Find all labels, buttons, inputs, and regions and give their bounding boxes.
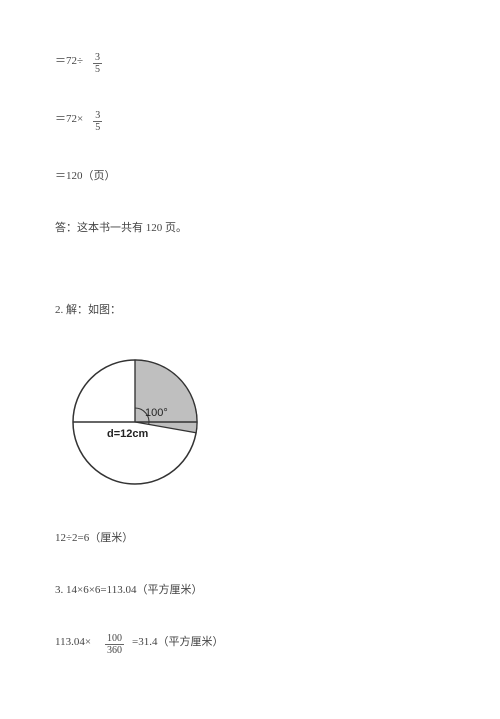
eq1-text: ＝72÷ (55, 54, 83, 69)
frac-den: 5 (93, 122, 102, 133)
circle-figure: 100° d=12cm (55, 352, 445, 502)
section-2: 2. 解：如图： 100° d=12cm 12÷2=6（厘米） 3. 14×6×6… (55, 300, 445, 654)
circle-diagram-svg: 100° d=12cm (55, 352, 225, 497)
answer-text: 答：这本书一共有 120 页。 (55, 221, 187, 236)
equation-line-2: ＝72× 3 5 (55, 108, 445, 131)
frac-den: 360 (105, 645, 124, 656)
section-2-header: 2. 解：如图： (55, 300, 445, 322)
svg-text:d=12cm: d=12cm (107, 428, 148, 440)
equation-line-1: ＝72÷ 3 5 (55, 50, 445, 73)
calc2-text: 3. 14×6×6=113.04（平方厘米） (55, 583, 202, 598)
calc-line-3: 113.04× 100 360 =31.4（平方厘米） (55, 631, 445, 654)
document-page: ＝72÷ 3 5 ＝72× 3 5 ＝120（页） 答：这本书一共有 120 页… (0, 0, 500, 719)
eq2-text: ＝72× (55, 112, 83, 127)
svg-text:100°: 100° (145, 407, 168, 419)
calc3-prefix: 113.04× (55, 635, 91, 650)
fraction-100-360: 100 360 (105, 633, 124, 656)
answer-line: 答：这本书一共有 120 页。 (55, 218, 445, 240)
fraction-3-5: 3 5 (93, 52, 102, 75)
eq3-text: ＝120（页） (55, 169, 116, 184)
frac-num: 3 (93, 110, 102, 122)
equation-line-3: ＝120（页） (55, 166, 445, 188)
calc-line-2: 3. 14×6×6=113.04（平方厘米） (55, 579, 445, 601)
sec2-text: 2. 解：如图： (55, 303, 121, 318)
fraction-3-5: 3 5 (93, 110, 102, 133)
frac-den: 5 (93, 64, 102, 75)
calc-line-1: 12÷2=6（厘米） (55, 527, 445, 549)
frac-num: 3 (93, 52, 102, 64)
calc3-suffix: =31.4（平方厘米） (132, 635, 223, 650)
calc1-text: 12÷2=6（厘米） (55, 531, 133, 546)
frac-num: 100 (105, 633, 124, 645)
